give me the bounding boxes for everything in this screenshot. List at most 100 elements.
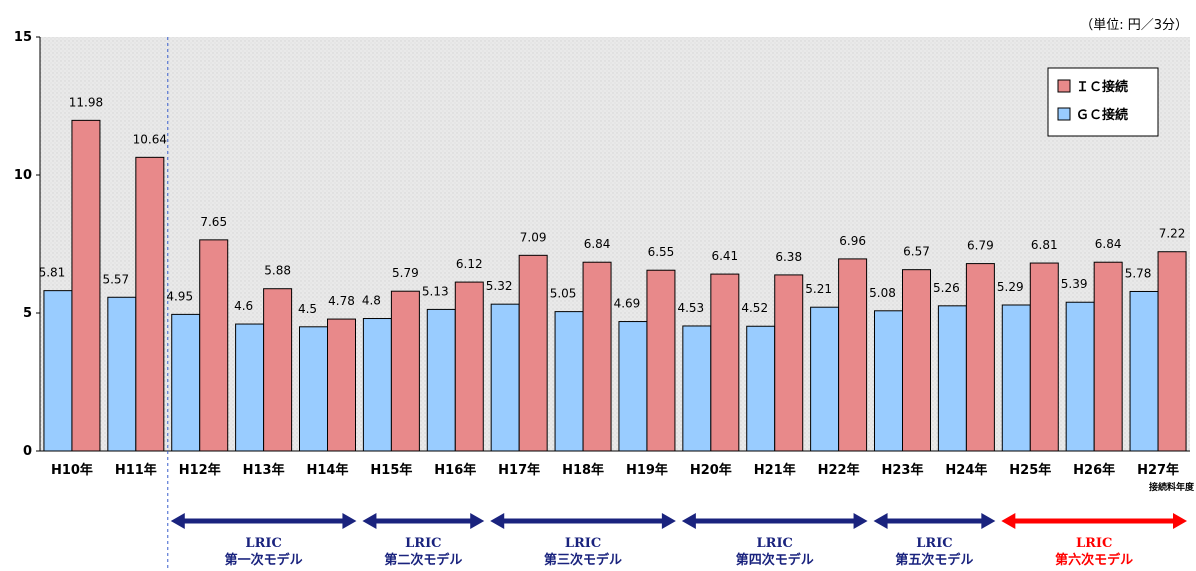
- x-tick-label-9: H19年: [626, 462, 668, 478]
- x-tick-label-13: H23年: [882, 462, 924, 478]
- bar-gc-16: [1065, 301, 1095, 452]
- bar-ic-1: [135, 156, 165, 452]
- era-arrow-head-left-2: [490, 513, 505, 529]
- bar-ic-6: [454, 281, 484, 452]
- era-label-line2-2: 第三次モデル: [544, 552, 622, 568]
- bar-ic-11: [774, 274, 804, 452]
- bar-ic-13: [902, 269, 931, 452]
- x-tick-label-14: H24年: [945, 462, 987, 478]
- data-label-gc-9: 4.69: [614, 297, 641, 311]
- data-label-gc-1: 5.57: [102, 272, 129, 286]
- legend-label-0: ＩＣ接続: [1076, 79, 1128, 95]
- x-tick-label-8: H18年: [562, 462, 604, 478]
- era-arrow-head-right-4: [981, 513, 996, 529]
- bar-gc-2: [171, 313, 201, 452]
- unit-note: （単位: 円／3分）: [1080, 18, 1188, 33]
- x-tick-label-11: H21年: [754, 462, 796, 478]
- data-label-ic-1: 10.64: [133, 132, 167, 146]
- bar-ic-9: [646, 269, 676, 452]
- data-label-ic-5: 5.79: [392, 266, 419, 280]
- y-tick-label-2: 10: [14, 168, 32, 183]
- x-tick-label-16: H26年: [1073, 462, 1115, 478]
- data-label-gc-17: 5.78: [1125, 266, 1152, 280]
- x-tick-label-2: H12年: [179, 462, 221, 478]
- y-tick-label-3: 15: [14, 30, 32, 45]
- era-arrow-head-right-0: [342, 513, 357, 529]
- data-label-ic-12: 6.96: [839, 234, 866, 248]
- bar-gc-13: [874, 310, 903, 452]
- bar-ic-5: [390, 290, 420, 452]
- era-arrow-head-left-0: [170, 513, 185, 529]
- x-tick-label-1: H11年: [115, 462, 157, 478]
- x-tick-label-7: H17年: [498, 462, 540, 478]
- x-tick-label-0: H10年: [51, 462, 93, 478]
- era-label-line1-1: LRIC: [405, 536, 441, 551]
- x-tick-label-17: H27年: [1137, 462, 1179, 478]
- data-label-ic-7: 7.09: [520, 230, 547, 244]
- data-label-gc-14: 5.26: [933, 281, 960, 295]
- data-label-gc-15: 5.29: [997, 280, 1024, 294]
- bar-ic-8: [582, 261, 612, 452]
- data-label-ic-6: 6.12: [456, 257, 483, 271]
- era-arrow-head-left-1: [362, 513, 377, 529]
- data-label-ic-11: 6.38: [775, 250, 802, 264]
- data-label-ic-13: 6.57: [903, 245, 930, 259]
- era-arrow-head-right-5: [1173, 513, 1187, 529]
- bar-gc-11: [746, 325, 776, 452]
- data-label-gc-13: 5.08: [869, 286, 896, 300]
- data-label-gc-0: 5.81: [39, 266, 66, 280]
- x-tick-label-12: H22年: [818, 462, 860, 478]
- data-label-ic-16: 6.84: [1095, 237, 1122, 251]
- data-label-ic-14: 6.79: [967, 239, 994, 253]
- bar-gc-5: [362, 318, 392, 452]
- x-tick-label-3: H13年: [243, 462, 285, 478]
- legend-swatch-0: [1057, 79, 1071, 93]
- data-label-ic-2: 7.65: [200, 215, 227, 229]
- data-label-ic-0: 11.98: [69, 95, 103, 109]
- era-arrow-head-right-1: [470, 513, 485, 529]
- data-label-gc-8: 5.05: [550, 287, 577, 301]
- era-arrow-head-left-5: [1001, 513, 1016, 529]
- bar-ic-2: [199, 239, 229, 452]
- data-label-gc-16: 5.39: [1061, 277, 1088, 291]
- data-label-gc-3: 4.6: [234, 299, 253, 313]
- bar-ic-10: [710, 273, 740, 452]
- era-label-line2-3: 第四次モデル: [736, 552, 814, 568]
- era-label-line1-0: LRIC: [245, 536, 281, 551]
- y-tick-label-0: 0: [23, 444, 32, 459]
- x-tick-label-10: H20年: [690, 462, 732, 478]
- data-label-gc-5: 4.8: [362, 294, 381, 308]
- data-label-ic-9: 6.55: [648, 245, 675, 259]
- data-label-ic-3: 5.88: [264, 264, 291, 278]
- data-label-ic-4: 4.78: [328, 294, 355, 308]
- era-label-line1-5: LRIC: [1076, 536, 1112, 551]
- bar-gc-10: [682, 325, 712, 452]
- bar-ic-12: [838, 258, 868, 452]
- era-arrow-head-right-3: [853, 513, 868, 529]
- bar-ic-17: [1157, 251, 1187, 452]
- data-label-gc-11: 4.52: [741, 301, 768, 315]
- era-arrow-head-left-3: [681, 513, 696, 529]
- bar-ic-3: [263, 288, 293, 452]
- era-label-line2-1: 第二次モデル: [384, 552, 462, 568]
- era-arrow-head-right-2: [661, 513, 676, 529]
- data-label-gc-7: 5.32: [486, 279, 513, 293]
- bar-ic-16: [1093, 261, 1123, 452]
- data-label-gc-12: 5.21: [805, 282, 832, 296]
- bar-gc-4: [299, 326, 328, 452]
- data-label-gc-10: 4.53: [677, 301, 704, 315]
- data-label-gc-6: 5.13: [422, 284, 449, 298]
- bar-ic-14: [965, 263, 995, 452]
- x-tick-label-4: H14年: [307, 462, 349, 478]
- bar-gc-15: [1001, 304, 1031, 452]
- bar-gc-0: [43, 290, 73, 452]
- x-axis-note: 接続料年度: [1149, 481, 1195, 493]
- bar-ic-7: [518, 254, 548, 452]
- bar-gc-6: [426, 308, 456, 452]
- data-label-ic-10: 6.41: [711, 249, 738, 263]
- data-label-ic-8: 6.84: [584, 237, 611, 251]
- x-tick-label-15: H25年: [1009, 462, 1051, 478]
- plot-area: [40, 37, 1190, 451]
- bar-gc-9: [618, 321, 648, 452]
